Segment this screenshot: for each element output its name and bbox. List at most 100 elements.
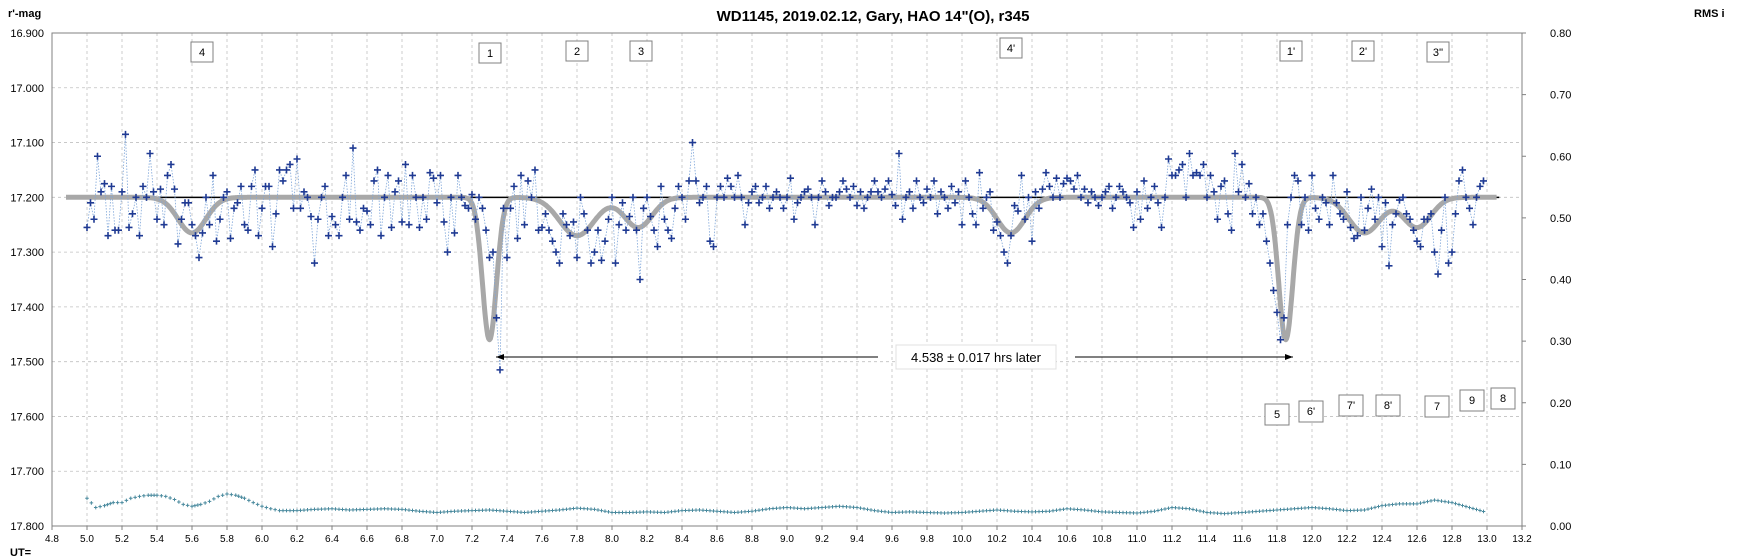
data-point: [377, 232, 385, 240]
rms-point: [1065, 506, 1069, 511]
rms-point: [1439, 499, 1444, 503]
data-point: [199, 229, 206, 237]
data-point: [1028, 237, 1036, 245]
rms-point: [1222, 511, 1227, 516]
dip-label-top: 3: [638, 46, 644, 58]
data-point: [454, 171, 462, 179]
data-point: [906, 188, 913, 196]
data-point: [811, 221, 819, 229]
data-point: [1228, 226, 1235, 234]
data-point: [370, 177, 378, 185]
chart-title: WD1145, 2019.02.12, Gary, HAO 14"(O), r3…: [717, 8, 1030, 25]
arrow-head-left: [496, 354, 504, 360]
rms-point: [893, 510, 898, 515]
rms-point: [1254, 509, 1258, 514]
data-point: [1133, 188, 1141, 196]
rms-point: [1464, 504, 1468, 509]
x-tick-label: 6.4: [325, 534, 339, 545]
data-point: [661, 215, 668, 223]
rms-point: [108, 501, 113, 506]
data-point: [1046, 182, 1053, 190]
rms-point: [309, 507, 313, 512]
rms-point: [550, 508, 555, 513]
data-point: [864, 193, 871, 201]
rms-point: [1362, 508, 1367, 512]
rms-point: [1033, 509, 1038, 514]
rms-point: [1387, 503, 1391, 507]
data-point: [220, 193, 227, 201]
data-point: [451, 229, 458, 237]
data-point: [83, 223, 91, 231]
rms-point: [1163, 507, 1167, 511]
dip-label-top: 2: [574, 46, 580, 58]
data-point: [1238, 160, 1246, 168]
rms-point: [582, 506, 586, 511]
y-axis-right-label: RMS i: [1694, 8, 1725, 20]
data-point: [626, 213, 633, 221]
data-point: [115, 226, 122, 234]
rms-point: [862, 506, 866, 511]
data-point: [818, 177, 826, 185]
rms-point: [1173, 505, 1178, 510]
rms-point: [1159, 507, 1164, 512]
rms-point: [1271, 508, 1276, 513]
data-point: [507, 204, 514, 212]
rms-point: [907, 510, 912, 514]
data-point: [395, 177, 402, 185]
x-tick-label: 6.6: [360, 534, 374, 545]
rms-point: [1436, 498, 1440, 503]
rms-point: [1082, 508, 1087, 512]
rms-point: [771, 506, 775, 511]
data-point: [682, 215, 689, 223]
data-point: [272, 210, 280, 218]
rms-point: [163, 494, 168, 499]
data-point: [465, 204, 472, 212]
data-point: [143, 193, 150, 201]
data-point: [930, 177, 938, 185]
rms-point: [1327, 506, 1332, 511]
data-point: [1203, 193, 1211, 201]
data-point: [1214, 215, 1221, 223]
rms-point: [473, 508, 478, 513]
rms-point: [939, 511, 943, 515]
rms-point: [1432, 498, 1437, 502]
rms-point: [1009, 509, 1013, 513]
x-tick-label: 7.2: [465, 534, 479, 545]
rms-point: [998, 508, 1003, 513]
rms-point: [365, 507, 369, 512]
rms-point: [1355, 508, 1360, 513]
data-point: [472, 215, 479, 223]
data-point: [745, 199, 752, 207]
data-point: [1130, 223, 1137, 231]
rms-point: [1030, 510, 1034, 514]
rms-point: [452, 509, 457, 514]
rms-point: [445, 509, 450, 514]
data-point: [1140, 177, 1148, 185]
data-point: [594, 226, 602, 234]
rms-point: [1282, 507, 1286, 512]
rms-point: [1051, 508, 1055, 513]
data-point: [1452, 210, 1459, 218]
data-point: [556, 259, 563, 267]
rms-point: [1460, 503, 1465, 508]
data-point: [622, 226, 630, 234]
data-point: [587, 259, 595, 267]
rms-point: [1170, 505, 1174, 510]
rms-point: [260, 504, 264, 509]
rms-point: [1128, 511, 1132, 515]
rms-point: [554, 508, 558, 513]
data-point: [332, 221, 339, 229]
x-tick-label: 7.6: [535, 534, 549, 545]
data-point: [1427, 210, 1435, 218]
rms-point: [792, 506, 796, 510]
rms-point: [648, 510, 653, 514]
rms-point: [617, 510, 621, 515]
rms-point: [865, 507, 870, 512]
rms-point: [105, 502, 110, 507]
rms-point: [354, 507, 359, 512]
rms-point: [251, 500, 256, 505]
y-right-tick-label: 0.00: [1550, 521, 1571, 533]
data-point: [668, 234, 675, 242]
data-point: [685, 177, 693, 185]
data-point: [640, 204, 647, 212]
